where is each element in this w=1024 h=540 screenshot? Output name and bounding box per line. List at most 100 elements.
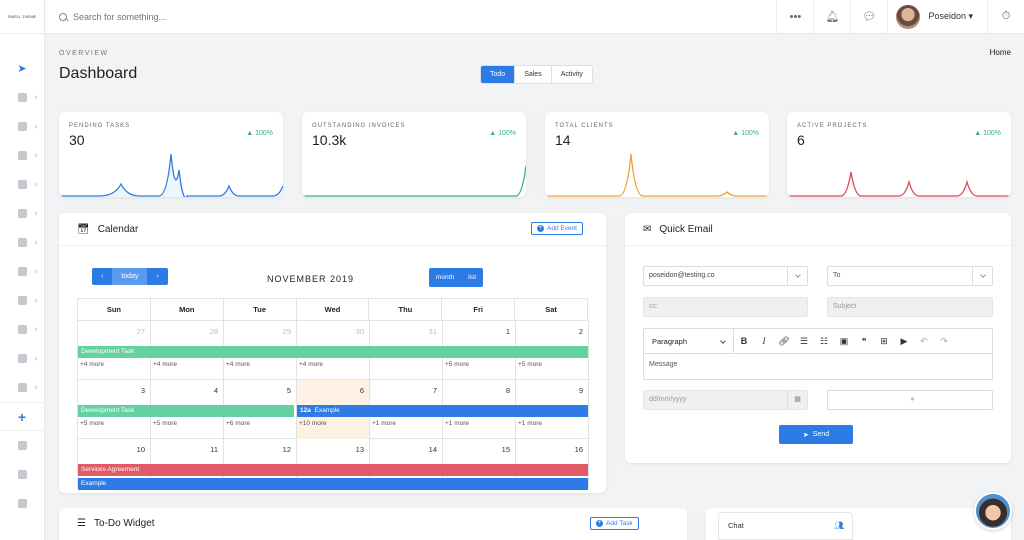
event-example[interactable]: Example [78, 478, 588, 490]
stat-card-active-projects: ACTIVE PROJECTS 6 ▲ 100% [787, 112, 1011, 197]
chevron-icon [33, 153, 38, 158]
next-month-button[interactable]: › [147, 268, 168, 285]
day-number: 12 [282, 445, 291, 454]
send-button[interactable]: ➤ Send [779, 425, 853, 444]
breadcrumb[interactable]: Home [989, 48, 1011, 57]
users-icon[interactable]: 👥︎ [833, 521, 844, 530]
quote-icon[interactable]: ❝ [861, 335, 867, 346]
redo-icon[interactable]: ↷ [940, 335, 948, 346]
sidebar-item-table[interactable] [0, 489, 44, 518]
sidebar-item-folder[interactable] [0, 170, 44, 199]
tab-activity[interactable]: Activity [560, 71, 583, 78]
chevron-icon [33, 182, 38, 187]
sidebar-add-button[interactable]: + [0, 402, 44, 431]
more-button[interactable]: ••• [776, 0, 813, 34]
sidebar-item-copy[interactable] [0, 315, 44, 344]
sidebar-item-user[interactable] [0, 83, 44, 112]
subject-field[interactable]: Subject [827, 297, 993, 317]
add-task-button[interactable]: + Add Task [590, 517, 639, 530]
undo-icon[interactable]: ↶ [920, 335, 928, 346]
link-icon[interactable]: 🔗︎ [778, 335, 790, 346]
day-cell[interactable]: 10 [78, 439, 151, 487]
date-field[interactable]: dd/mm/yyyy ▦ [643, 390, 808, 410]
bullet-list-icon[interactable]: ☰ [799, 335, 809, 346]
to-select[interactable]: To [827, 266, 993, 286]
day-cell[interactable]: 5 +6 more [224, 380, 297, 439]
sidebar-item-file[interactable] [0, 344, 44, 373]
user-name: Poseidon ▾ [928, 11, 973, 21]
sidebar-item-check[interactable] [0, 199, 44, 228]
day-cell[interactable]: 11 [151, 439, 224, 487]
more-link[interactable]: +5 more [445, 361, 470, 368]
day-cell[interactable]: 14 [370, 439, 443, 487]
day-cell[interactable]: 12 [224, 439, 297, 487]
more-link[interactable]: +10 more [299, 420, 327, 427]
sidebar-item-facebook[interactable] [0, 431, 44, 460]
tab-todo[interactable]: Todo [481, 66, 516, 83]
quick-email-title: Quick Email [659, 223, 713, 235]
notifications-button[interactable]: 🔔︎ [813, 0, 850, 34]
stat-label: PENDING TASKS [69, 123, 131, 129]
more-link[interactable]: +1 more [372, 420, 397, 427]
tab-sales[interactable]: Sales [515, 66, 552, 83]
prev-month-button[interactable]: ‹ [92, 268, 113, 285]
plus-circle-icon: + [537, 225, 544, 232]
more-link[interactable]: +1 more [445, 420, 470, 427]
user-menu[interactable]: Poseidon ▾ [887, 0, 987, 34]
more-link[interactable]: +1 more [518, 420, 543, 427]
sidebar-item-list[interactable] [0, 141, 44, 170]
day-cell[interactable]: 15 [443, 439, 516, 487]
day-cell[interactable]: 16 [516, 439, 589, 487]
media-icon[interactable]: ▶ [900, 335, 908, 346]
event-development-task[interactable]: Development Task [78, 346, 588, 358]
sidebar-item-document[interactable] [0, 373, 44, 402]
timer-button[interactable]: ⏱︎ [987, 0, 1024, 34]
event-services-agreement[interactable]: Services Agreement [78, 464, 588, 476]
event-development-task[interactable]: Development Task [78, 405, 294, 417]
more-link[interactable]: +4 more [153, 361, 178, 368]
italic-icon[interactable]: I [762, 336, 766, 346]
day-cell[interactable]: 2 +5 more [516, 321, 589, 380]
today-button[interactable]: today [112, 268, 148, 285]
weekday: Fri [442, 299, 516, 321]
message-input[interactable]: Message [649, 361, 678, 368]
more-link[interactable]: +5 more [80, 420, 105, 427]
user-field[interactable]: ● [827, 390, 993, 410]
folder-icon [17, 180, 27, 189]
bold-icon[interactable]: B [740, 336, 748, 346]
more-link[interactable]: +4 more [299, 361, 324, 368]
weekday: Sat [515, 299, 589, 321]
message-editor: Paragraph B I 🔗︎ ☰ ☷ ▣ ❝ ⊞ ▶ ↶ ↷ Message [643, 328, 993, 380]
table-icon[interactable]: ⊞ [880, 335, 888, 346]
day-number: 2 [578, 327, 583, 336]
month-view-button[interactable]: month [429, 268, 462, 287]
chat-avatar[interactable] [974, 492, 1012, 530]
sidebar-item-bullhorn[interactable] [0, 460, 44, 489]
list-view-button[interactable]: list [461, 268, 484, 287]
stat-label: OUTSTANDING INVOICES [312, 123, 406, 129]
messages-button[interactable]: 💬︎ [850, 0, 887, 34]
image-icon[interactable]: ▣ [839, 335, 849, 346]
more-link[interactable]: +5 more [153, 420, 178, 427]
sidebar-item-trash[interactable] [0, 257, 44, 286]
sidebar-item-mail[interactable] [0, 228, 44, 257]
more-link[interactable]: +6 more [226, 420, 251, 427]
send-label: Send [812, 431, 830, 438]
sidebar-item-sitemap[interactable] [0, 286, 44, 315]
chevron-icon [33, 95, 38, 100]
more-link[interactable]: +5 more [518, 361, 543, 368]
more-link[interactable]: +4 more [80, 361, 105, 368]
sidebar-item-users[interactable] [0, 112, 44, 141]
from-select[interactable]: poseidon@testing.co [643, 266, 808, 286]
day-cell[interactable]: 9 +1 more [516, 380, 589, 439]
more-link[interactable]: +4 more [226, 361, 251, 368]
cc-field[interactable]: cc: [643, 297, 808, 317]
numbered-list-icon[interactable]: ☷ [819, 335, 829, 346]
day-cell[interactable]: 13 [297, 439, 370, 487]
sidebar-item-send[interactable]: ➤ [0, 54, 44, 83]
event-example[interactable]: 12a Example [297, 405, 588, 417]
chat-box[interactable]: Chat 👥︎ [718, 512, 853, 540]
search-input[interactable] [73, 11, 373, 22]
paragraph-select[interactable]: Paragraph [644, 328, 734, 354]
add-event-button[interactable]: + Add Event [531, 222, 583, 235]
